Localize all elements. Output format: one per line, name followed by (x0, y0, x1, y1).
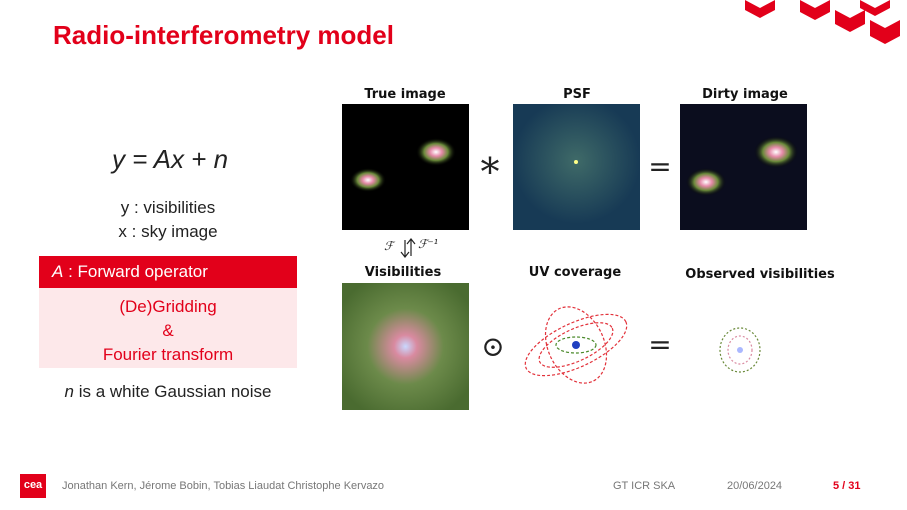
authors: Jonathan Kern, Jérome Bobin, Tobias Liau… (62, 480, 385, 492)
page-number: 5 / 31 (833, 480, 861, 492)
operator: * (480, 150, 500, 194)
operator-body-box (39, 288, 297, 368)
operator-line: & (162, 321, 174, 340)
operator: = (648, 328, 672, 361)
text-line: x : sky image (118, 222, 218, 241)
symbol: n (64, 382, 74, 401)
visibilities-image (342, 283, 469, 410)
logo-box (20, 474, 46, 498)
true-image (342, 104, 469, 230)
fourier-arrows (400, 238, 416, 258)
image-label: PSF (563, 87, 591, 102)
image-label: True image (364, 87, 446, 102)
label: : Forward operator (68, 262, 208, 281)
image-label: Dirty image (702, 87, 788, 102)
symbol: A (52, 262, 64, 281)
corner-cubes (745, 0, 900, 44)
image-label: UV coverage (528, 265, 622, 280)
operator: ⊙ (481, 330, 505, 363)
operator-line: (De)Gridding (119, 297, 217, 316)
equation: y = Ax + n (111, 144, 229, 174)
title: Radio-interferometry model (53, 20, 394, 50)
inverse-fourier-symbol: ℱ⁻¹ (418, 237, 439, 251)
date: 20/06/2024 (727, 480, 783, 492)
logo: cea (23, 479, 43, 491)
operator-line: Fourier transform (102, 345, 234, 364)
text-line: y : visibilities (120, 198, 216, 217)
uv-coverage-image (524, 306, 628, 384)
image-label: Visibilities (364, 265, 442, 280)
dirty-image (680, 104, 807, 230)
operator-header-box (39, 256, 297, 288)
label: is a white Gaussian noise (78, 382, 272, 401)
operator: = (648, 150, 672, 183)
event: GT ICR SKA (613, 480, 676, 492)
image-label: Observed visibilities (685, 267, 835, 282)
operator-header: A : Forward operator (52, 262, 208, 282)
fourier-symbol: ℱ (384, 239, 394, 253)
observed-visibilities-image (719, 327, 761, 373)
psf-image (513, 104, 640, 230)
noise-text: n is a white Gaussian noise (65, 382, 272, 402)
